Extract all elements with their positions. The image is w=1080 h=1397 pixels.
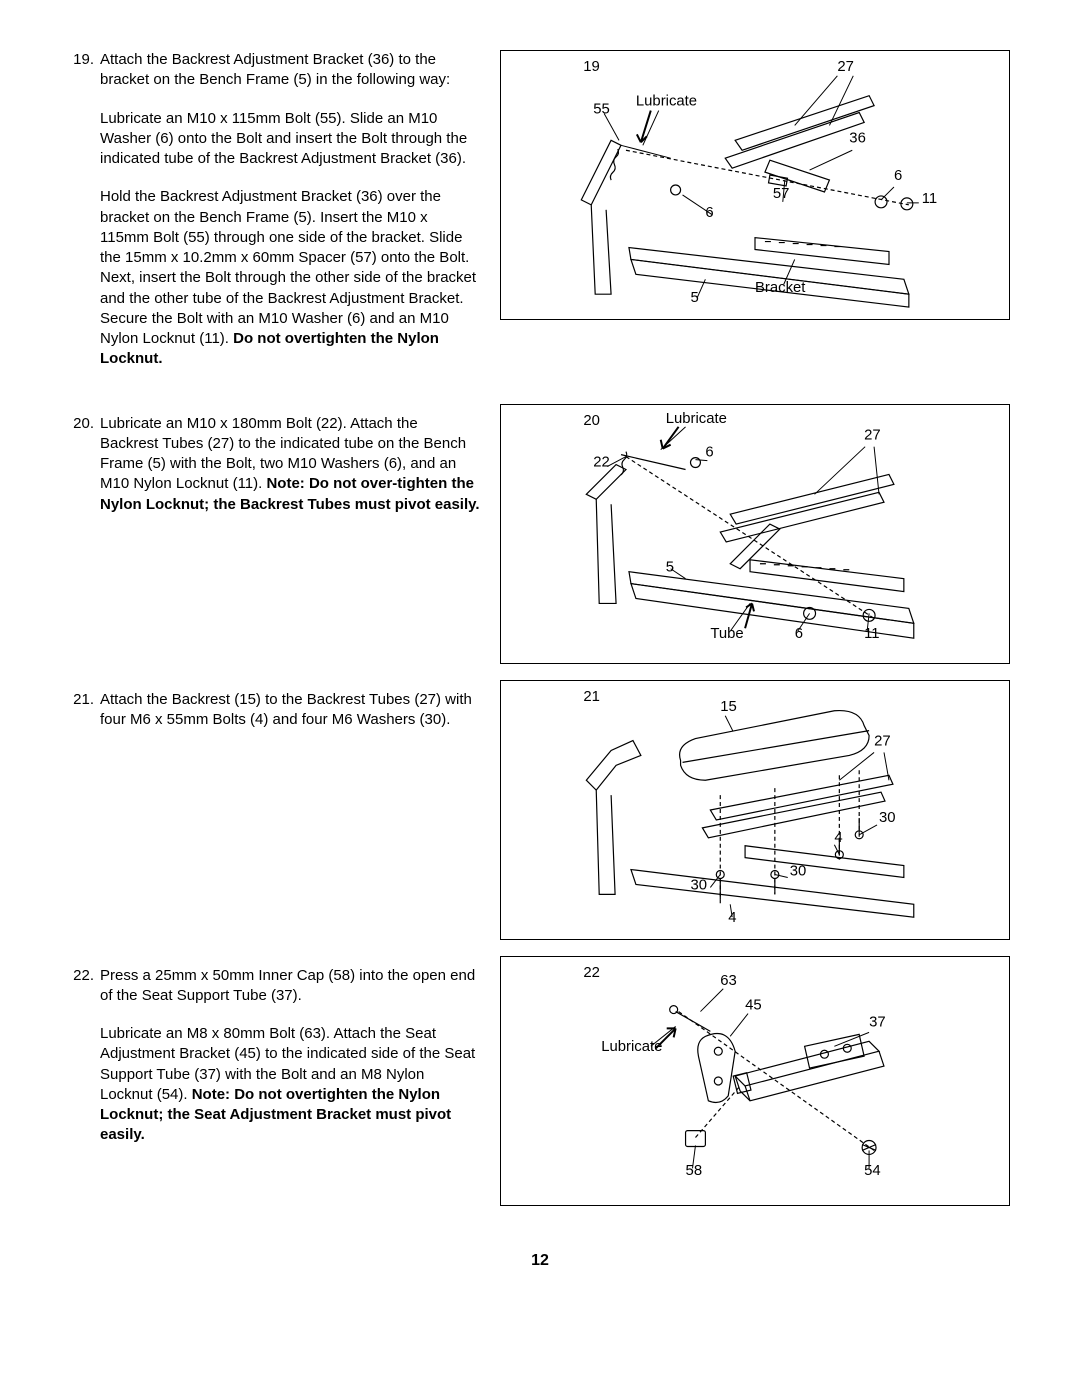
svg-text:27: 27 — [864, 427, 881, 443]
svg-text:22: 22 — [583, 964, 600, 980]
step-number: 21. — [70, 690, 100, 731]
svg-text:45: 45 — [745, 997, 762, 1013]
figure-column: 1927Lubricate5536611576Bracket5 — [500, 50, 1010, 320]
svg-text:27: 27 — [874, 733, 891, 749]
svg-text:21: 21 — [583, 688, 600, 704]
svg-text:27: 27 — [837, 59, 854, 75]
svg-text:58: 58 — [686, 1163, 703, 1179]
step-20: 20. Lubricate an M10 x 180mm Bolt (22). … — [70, 414, 480, 515]
svg-text:4: 4 — [834, 829, 842, 845]
svg-text:19: 19 — [583, 59, 600, 75]
svg-text:37: 37 — [869, 1014, 886, 1030]
svg-text:30: 30 — [790, 863, 807, 879]
svg-text:30: 30 — [879, 809, 896, 825]
step-22: 22. Press a 25mm x 50mm Inner Cap (58) i… — [70, 966, 480, 1146]
step-body: Attach the Backrest Adjustment Bracket (… — [100, 50, 480, 370]
row-step-20: 20. Lubricate an M10 x 180mm Bolt (22). … — [70, 404, 1010, 664]
page: 19. Attach the Backrest Adjustment Brack… — [70, 50, 1010, 1270]
svg-text:6: 6 — [705, 444, 713, 460]
svg-text:63: 63 — [720, 972, 737, 988]
svg-text:11: 11 — [922, 191, 937, 207]
figure-column: 22 63 45 37 Lubricate 58 54 — [500, 956, 1010, 1206]
svg-text:6: 6 — [894, 168, 902, 184]
row-step-19: 19. Attach the Backrest Adjustment Brack… — [70, 50, 1010, 388]
figure-22: 22 63 45 37 Lubricate 58 54 — [500, 956, 1010, 1206]
figure-22-svg: 22 63 45 37 Lubricate 58 54 — [501, 957, 1009, 1205]
figure-column: 21152730430304 — [500, 680, 1010, 940]
svg-text:15: 15 — [720, 698, 737, 714]
step-body: Press a 25mm x 50mm Inner Cap (58) into … — [100, 966, 480, 1146]
svg-text:55: 55 — [593, 102, 610, 118]
step-number: 20. — [70, 414, 100, 515]
svg-text:36: 36 — [849, 130, 866, 146]
svg-text:Lubricate: Lubricate — [666, 410, 727, 426]
step-body: Attach the Backrest (15) to the Backrest… — [100, 690, 480, 731]
svg-text:22: 22 — [593, 454, 610, 470]
svg-text:Lubricate: Lubricate — [636, 94, 697, 110]
figure-20: 20 Lubricate 27 22 6 5 Tube 6 11 — [500, 404, 1010, 664]
text-column: 19. Attach the Backrest Adjustment Brack… — [70, 50, 500, 388]
svg-text:6: 6 — [795, 626, 803, 642]
svg-text:57: 57 — [773, 186, 790, 202]
text-column: 20. Lubricate an M10 x 180mm Bolt (22). … — [70, 404, 500, 533]
row-step-22: 22. Press a 25mm x 50mm Inner Cap (58) i… — [70, 956, 1010, 1206]
step-21: 21. Attach the Backrest (15) to the Back… — [70, 690, 480, 731]
figure-column: 20 Lubricate 27 22 6 5 Tube 6 11 — [500, 404, 1010, 664]
page-number: 12 — [70, 1252, 1010, 1270]
step-19: 19. Attach the Backrest Adjustment Brack… — [70, 50, 480, 370]
svg-text:20: 20 — [583, 412, 600, 428]
figure-21-svg: 21152730430304 — [501, 681, 1009, 939]
step-body: Lubricate an M10 x 180mm Bolt (22). Atta… — [100, 414, 480, 515]
svg-text:54: 54 — [864, 1163, 881, 1179]
row-step-21: 21. Attach the Backrest (15) to the Back… — [70, 680, 1010, 940]
figure-19-svg: 1927Lubricate5536611576Bracket5 — [501, 51, 1009, 319]
svg-text:11: 11 — [864, 626, 879, 642]
svg-text:Tube: Tube — [710, 626, 743, 642]
svg-text:Lubricate: Lubricate — [601, 1039, 662, 1055]
figure-21: 21152730430304 — [500, 680, 1010, 940]
step-number: 19. — [70, 50, 100, 370]
svg-text:4: 4 — [728, 910, 736, 926]
text-column: 21. Attach the Backrest (15) to the Back… — [70, 680, 500, 749]
step-number: 22. — [70, 966, 100, 1146]
text-column: 22. Press a 25mm x 50mm Inner Cap (58) i… — [70, 956, 500, 1164]
figure-20-svg: 20 Lubricate 27 22 6 5 Tube 6 11 — [501, 405, 1009, 663]
svg-text:5: 5 — [666, 559, 674, 575]
svg-text:6: 6 — [705, 205, 713, 221]
svg-text:5: 5 — [690, 290, 698, 306]
figure-19: 1927Lubricate5536611576Bracket5 — [500, 50, 1010, 320]
